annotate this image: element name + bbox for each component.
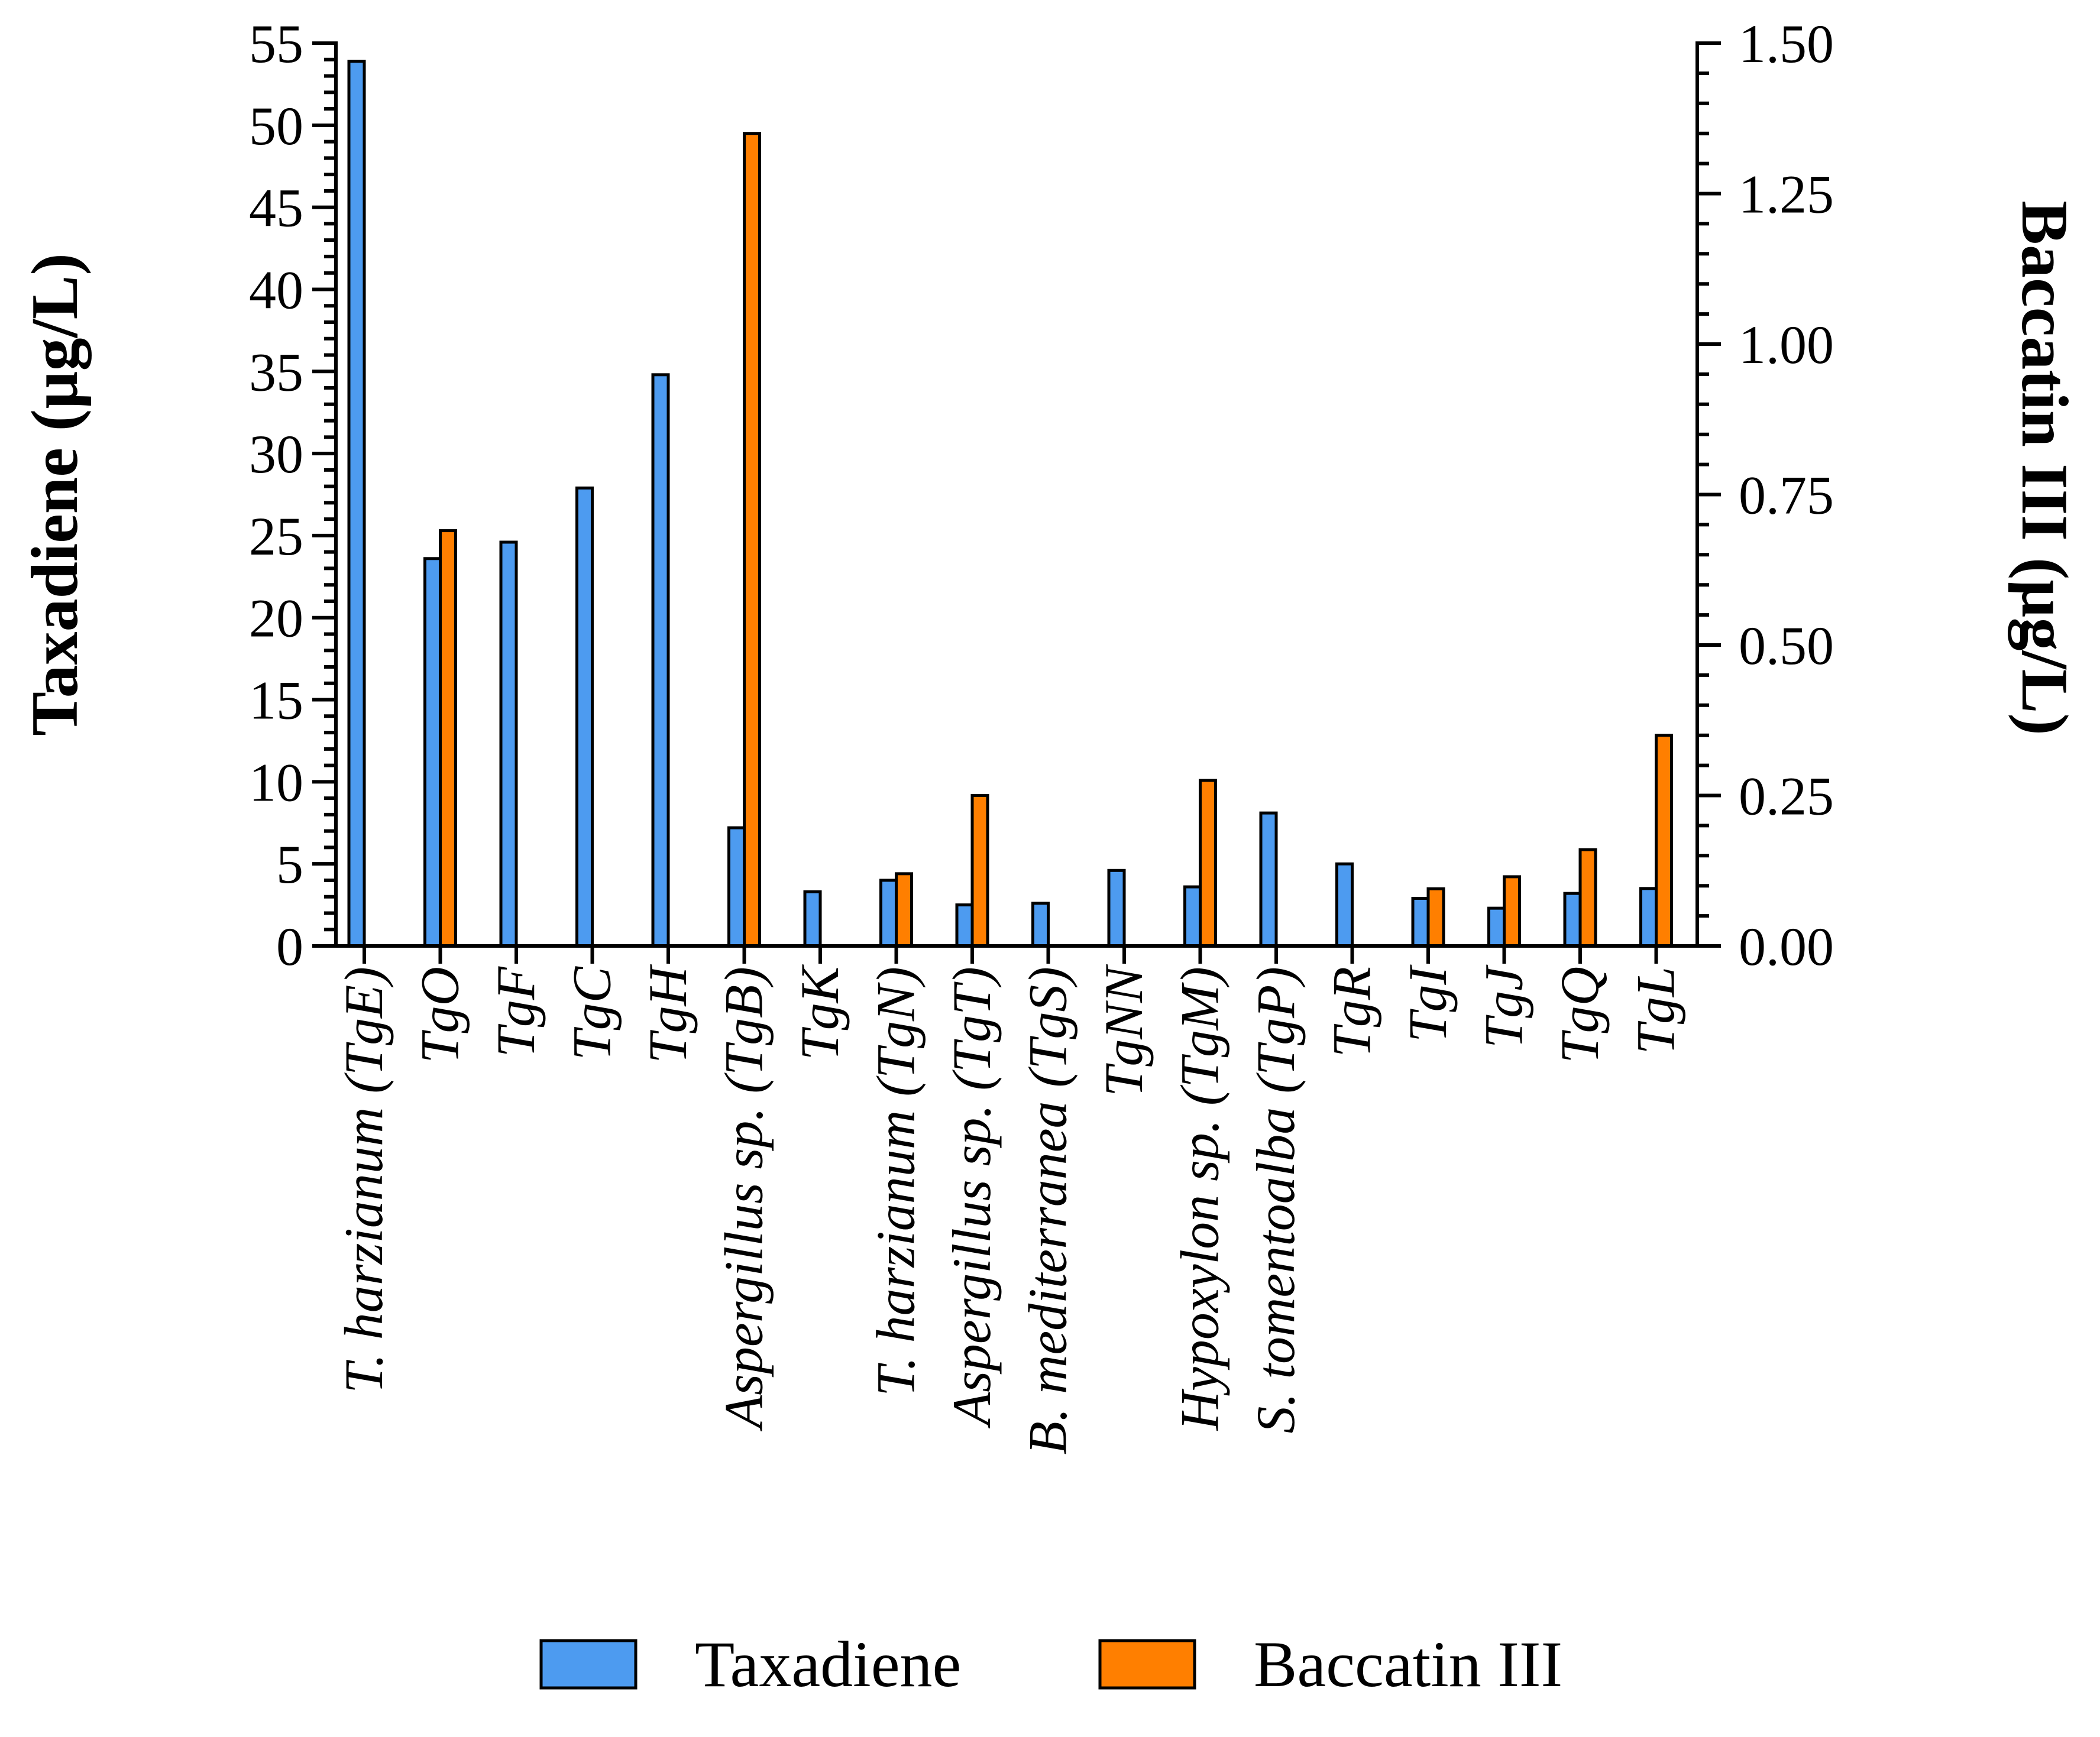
bar-taxadiene <box>1335 862 1354 948</box>
category-labels-group: T. harzianum (TgE) TgO TgF TgC TgH Aspergillu… <box>334 964 1686 1454</box>
category-label: TgL <box>1626 967 1686 1054</box>
axes-group <box>334 41 1699 948</box>
bar-taxadiene <box>1107 868 1126 948</box>
ticks-group: 0 5 10 15 20 25 30 35 40 45 50 55 0.00 0.25 0.50 0.75 1.… <box>249 14 1834 977</box>
category-label: T. harzianum (TgE) <box>334 967 394 1394</box>
bar-baccatin-iii <box>895 872 913 948</box>
y-tick-label: 35 <box>249 342 303 402</box>
bar-taxadiene <box>423 557 442 948</box>
legend: Taxadiene Baccatin III <box>539 1628 1562 1700</box>
bar-taxadiene <box>347 60 366 948</box>
bar-baccatin-iii <box>1426 887 1445 948</box>
legend-swatch <box>1098 1639 1196 1690</box>
y2-tick-label: 1.00 <box>1739 315 1834 375</box>
bar-taxadiene <box>575 486 594 948</box>
bar-baccatin-iii <box>743 132 761 948</box>
category-label: TgC <box>562 965 622 1060</box>
bar-baccatin-iii <box>439 529 457 948</box>
y2-axis-title: Baccatin III (µg/L) <box>2008 200 2081 735</box>
y-tick-label: 30 <box>249 424 303 484</box>
bar-taxadiene <box>1639 887 1658 948</box>
category-label: TgQ <box>1549 967 1610 1064</box>
bar-baccatin-iii <box>1199 779 1217 948</box>
category-label: TgH <box>638 964 698 1063</box>
y-tick-label: 25 <box>249 506 303 566</box>
y2-tick-label: 1.25 <box>1739 164 1834 225</box>
legend-swatch <box>539 1639 638 1690</box>
y-tick-label: 5 <box>276 834 303 895</box>
category-label: B. mediterranea (TgS) <box>1018 967 1078 1454</box>
bar-taxadiene <box>1031 902 1050 948</box>
y-tick-label: 45 <box>249 178 303 238</box>
category-label: S. tomentoalba (TgP) <box>1245 967 1306 1434</box>
bar-baccatin-iii <box>1655 734 1673 948</box>
y-tick-label: 10 <box>249 752 303 812</box>
bar-taxadiene <box>499 540 518 948</box>
bar-baccatin-iii <box>970 794 989 948</box>
y2-tick-label: 0.75 <box>1739 465 1834 526</box>
category-label: TgNN <box>1093 964 1154 1097</box>
y2-tick-label: 0.00 <box>1739 916 1834 977</box>
y-tick-label: 15 <box>249 670 303 731</box>
bars-group <box>347 60 1673 948</box>
category-label: TgR <box>1322 967 1382 1057</box>
bar-taxadiene <box>879 879 898 948</box>
bar-baccatin-iii <box>1578 848 1597 948</box>
bar-taxadiene <box>651 373 670 948</box>
y-tick-label: 20 <box>249 588 303 649</box>
y2-tick-label: 0.25 <box>1739 766 1834 827</box>
y-tick-label: 40 <box>249 260 303 320</box>
category-label: Hypoxylon sp. (TgM) <box>1170 967 1230 1431</box>
legend-label: Taxadiene <box>695 1628 961 1700</box>
y-tick-label: 0 <box>276 916 303 977</box>
bar-baccatin-iii <box>1503 875 1521 948</box>
y-tick-label: 55 <box>249 14 303 74</box>
bar-taxadiene <box>1259 811 1278 948</box>
y-axis-title: Taxadiene (µg/L) <box>18 253 92 735</box>
bar-taxadiene <box>1563 892 1582 948</box>
y2-tick-label: 0.50 <box>1739 615 1834 676</box>
y2-tick-label: 1.50 <box>1739 14 1834 74</box>
category-label: Aspergillus sp. (TgB) <box>714 967 774 1432</box>
category-label: TgK <box>789 964 850 1060</box>
bar-taxadiene <box>803 890 822 948</box>
legend-label: Baccatin III <box>1254 1628 1562 1700</box>
y-tick-label: 50 <box>249 96 303 156</box>
category-label: TgF <box>486 966 546 1057</box>
category-label: TgJ <box>1474 964 1534 1048</box>
category-label: TgI <box>1397 964 1458 1042</box>
bar-taxadiene <box>955 903 974 948</box>
category-label: Aspergillus sp. (TgT) <box>941 967 1002 1429</box>
bar-taxadiene <box>727 826 746 948</box>
bar-taxadiene <box>1411 896 1430 948</box>
category-label: TgO <box>410 967 470 1064</box>
bar-taxadiene <box>1183 885 1202 948</box>
category-label: T. harzianum (TgN) <box>866 967 926 1396</box>
bar-taxadiene <box>1487 906 1506 948</box>
